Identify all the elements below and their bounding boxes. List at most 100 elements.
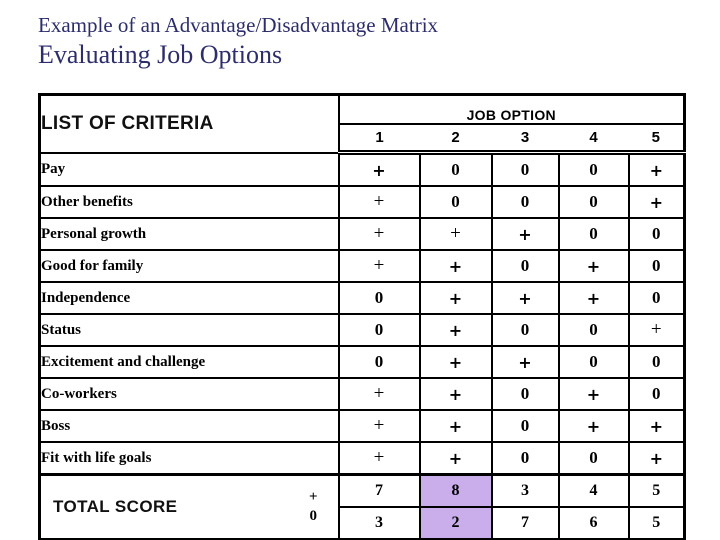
rating-cell: 0 bbox=[490, 377, 560, 411]
table-row: Personal growth + + +0 0 bbox=[38, 217, 686, 251]
rating-cell: + bbox=[337, 151, 421, 187]
option-number-cell: 3 bbox=[491, 124, 559, 155]
rating-cell: 0 bbox=[490, 249, 560, 283]
rating-cell: 0 bbox=[557, 185, 630, 219]
total-score-section: TOTAL SCORE + 0 7 8 3 4 5 3 2 7 6 bbox=[38, 473, 686, 540]
rating-cell: 0 bbox=[627, 217, 686, 251]
rating-cell: 0 bbox=[627, 281, 686, 315]
header-row-top: LIST OF CRITERIA JOB OPTION bbox=[38, 93, 686, 154]
rating-cell: + bbox=[557, 377, 630, 411]
rating-cell: + bbox=[418, 249, 493, 283]
rating-cell: + bbox=[337, 377, 421, 411]
total-row-zero: 3 2 7 6 5 bbox=[40, 506, 686, 540]
total-score-flex: TOTAL SCORE + 0 bbox=[41, 488, 338, 526]
job-option-header-cell: JOB OPTION bbox=[337, 93, 686, 125]
plus-symbol-label: + bbox=[308, 489, 318, 506]
total-plus-value: 3 bbox=[490, 473, 560, 508]
option-number-cell: 5 bbox=[628, 124, 685, 155]
rating-cell: 0 bbox=[557, 345, 630, 379]
total-zero-value: 5 bbox=[627, 506, 686, 540]
criteria-header-cell: LIST OF CRITERIA bbox=[38, 93, 340, 154]
rating-cell: 0 bbox=[627, 377, 686, 411]
title-block: Example of an Advantage/Disadvantage Mat… bbox=[38, 12, 438, 70]
rating-cell: 0 bbox=[627, 249, 686, 283]
table-row: Boss + +0 + + bbox=[38, 409, 686, 443]
rating-cell: 0 bbox=[557, 217, 630, 251]
rating-cell: + bbox=[418, 377, 493, 411]
matrix-body: Pay +0 0 0 + Other benefits +0 0 0 + Personal grow… bbox=[38, 151, 686, 476]
header-row-numbers: 1 2 3 4 5 bbox=[40, 124, 685, 155]
table-row: Status 0 +0 0 + bbox=[38, 313, 686, 347]
rating-cell: + bbox=[418, 441, 493, 476]
rating-cell: + bbox=[627, 185, 686, 219]
rating-cell: 0 bbox=[337, 281, 421, 315]
rating-cell: + bbox=[627, 409, 686, 443]
rating-cell: + bbox=[557, 281, 630, 315]
total-plus-value-highlighted: 8 bbox=[418, 473, 493, 508]
rating-cell: + bbox=[337, 409, 421, 443]
matrix-header: LIST OF CRITERIA JOB OPTION 1 2 3 4 5 bbox=[38, 93, 686, 155]
rating-cell: + bbox=[490, 217, 560, 251]
total-row-plus: TOTAL SCORE + 0 7 8 3 4 5 bbox=[38, 473, 686, 540]
criterion-label: Personal growth bbox=[38, 217, 340, 251]
criterion-label: Boss bbox=[38, 409, 340, 443]
criterion-label: Pay bbox=[38, 151, 340, 187]
rating-cell: 0 bbox=[337, 313, 421, 347]
rating-cell: + bbox=[337, 441, 421, 476]
table-row: Good for family + +0 +0 bbox=[38, 249, 686, 283]
option-number-cell: 4 bbox=[558, 124, 629, 155]
rating-cell: 0 bbox=[490, 185, 560, 219]
total-score-cell: TOTAL SCORE + 0 bbox=[38, 473, 340, 540]
total-score-label: TOTAL SCORE bbox=[53, 497, 178, 516]
total-plus-value: 7 bbox=[337, 473, 421, 508]
table-row: Pay +0 0 0 + bbox=[38, 151, 686, 187]
criterion-label: Other benefits bbox=[38, 185, 340, 219]
table-row: Other benefits +0 0 0 + bbox=[38, 185, 686, 219]
slide-subtitle: Evaluating Job Options bbox=[38, 40, 283, 70]
rating-cell: + bbox=[418, 345, 493, 379]
criterion-label: Excitement and challenge bbox=[38, 345, 340, 379]
option-number-cell: 1 bbox=[338, 124, 420, 155]
total-zero-value: 7 bbox=[490, 506, 560, 540]
rating-cell: 0 bbox=[627, 345, 686, 379]
advantage-disadvantage-matrix: LIST OF CRITERIA JOB OPTION 1 2 3 4 5 Pa… bbox=[38, 93, 687, 540]
rating-cell: 0 bbox=[490, 409, 560, 443]
rating-cell: 0 bbox=[418, 151, 493, 187]
criterion-label: Good for family bbox=[38, 249, 340, 283]
criterion-label: Independence bbox=[38, 281, 340, 315]
rating-cell: + bbox=[557, 409, 630, 443]
rating-cell: 0 bbox=[337, 345, 421, 379]
rating-cell: + bbox=[490, 345, 560, 379]
criterion-label: Fit with life goals bbox=[38, 441, 340, 476]
total-plus-value: 4 bbox=[557, 473, 630, 508]
rating-cell: + bbox=[337, 217, 421, 251]
table-row: Fit with life goals + +0 0 + bbox=[38, 441, 686, 476]
rating-cell: 0 bbox=[490, 151, 560, 187]
rating-cell: + bbox=[490, 281, 560, 315]
table-row: Excitement and challenge 0 + +0 0 bbox=[38, 345, 686, 379]
rating-cell: + bbox=[418, 281, 493, 315]
zero-symbol-label: 0 bbox=[309, 508, 317, 524]
rating-cell: 0 bbox=[490, 441, 560, 476]
option-number-cell: 2 bbox=[419, 124, 492, 155]
rating-cell: + bbox=[337, 185, 421, 219]
rating-cell: + bbox=[337, 249, 421, 283]
rating-cell: 0 bbox=[490, 313, 560, 347]
criterion-label: Status bbox=[38, 313, 340, 347]
total-zero-value: 3 bbox=[337, 506, 421, 540]
total-plus-value: 5 bbox=[627, 473, 686, 508]
rating-cell: + bbox=[627, 313, 686, 347]
rating-cell: + bbox=[418, 313, 493, 347]
plus-zero-key: + 0 bbox=[309, 488, 318, 526]
rating-cell: 0 bbox=[557, 313, 630, 347]
rating-cell: + bbox=[627, 151, 686, 187]
table-row: Co-workers + +0 +0 bbox=[38, 377, 686, 411]
rating-cell: 0 bbox=[557, 151, 630, 187]
rating-cell: + bbox=[557, 249, 630, 283]
rating-cell: + bbox=[418, 409, 493, 443]
table-row: Independence 0 + + +0 bbox=[38, 281, 686, 315]
total-zero-value: 6 bbox=[557, 506, 630, 540]
criterion-label: Co-workers bbox=[38, 377, 340, 411]
total-zero-value-highlighted: 2 bbox=[418, 506, 493, 540]
